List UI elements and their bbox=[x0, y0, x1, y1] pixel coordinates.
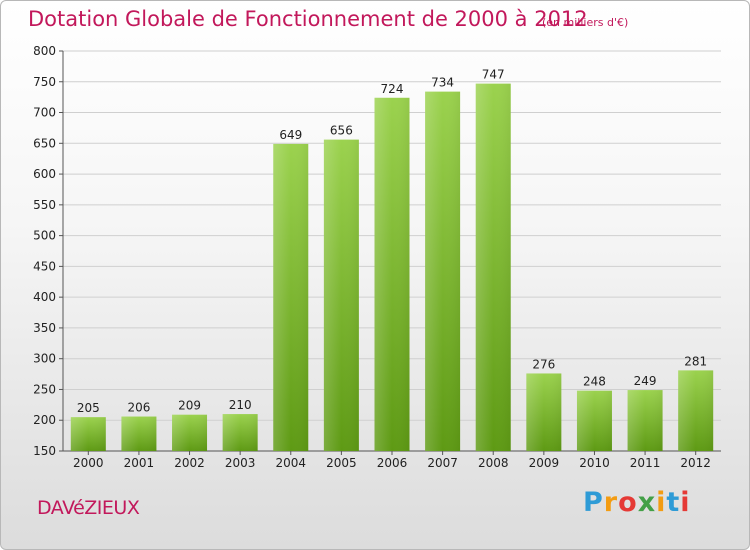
y-tick-label: 450 bbox=[33, 259, 56, 273]
y-tick-label: 600 bbox=[33, 167, 56, 181]
y-tick-label: 200 bbox=[33, 413, 56, 427]
x-tick-label-2005: 2005 bbox=[326, 456, 357, 470]
logo-letter: t bbox=[666, 487, 681, 518]
value-label-2011: 249 bbox=[634, 374, 657, 388]
labels-layer: 205 206 209 210 649 656 724 734 747 276 248 249 281 bbox=[77, 68, 707, 416]
x-tick-label-2001: 2001 bbox=[124, 456, 155, 470]
value-label-2003: 210 bbox=[229, 398, 252, 412]
commune-name: DAVéZIEUX bbox=[37, 497, 140, 519]
logo-letter: i bbox=[656, 487, 667, 518]
x-tick-label-2010: 2010 bbox=[579, 456, 610, 470]
x-tick-label-2006: 2006 bbox=[377, 456, 408, 470]
bar-shine-2010 bbox=[576, 390, 612, 451]
y-tick-label: 500 bbox=[33, 229, 56, 243]
x-tick-label-2000: 2000 bbox=[73, 456, 104, 470]
y-tick-label: 150 bbox=[33, 444, 56, 458]
logo-letter: i bbox=[680, 487, 691, 518]
bar-shine-2000 bbox=[70, 417, 106, 451]
bar-shine-2009 bbox=[526, 373, 562, 451]
value-label-2010: 248 bbox=[583, 375, 606, 389]
x-tick-label-2011: 2011 bbox=[630, 456, 661, 470]
bar-shine-2008 bbox=[475, 83, 511, 451]
logo-letter: P bbox=[583, 487, 604, 518]
y-tick-label: 300 bbox=[33, 352, 56, 366]
x-tick-label-2009: 2009 bbox=[529, 456, 560, 470]
axis-layer: 150 200 250 300 350 400 450 500 550 600 650 700 750 8… bbox=[33, 44, 721, 470]
value-label-2005: 656 bbox=[330, 124, 353, 138]
x-tick-label-2007: 2007 bbox=[427, 456, 458, 470]
x-tick-label-2008: 2008 bbox=[478, 456, 509, 470]
logo-letter: r bbox=[603, 487, 619, 518]
value-label-2008: 747 bbox=[482, 68, 505, 82]
bar-shine-2004 bbox=[273, 143, 309, 451]
bar-shine-2011 bbox=[627, 390, 663, 451]
y-tick-label: 800 bbox=[33, 44, 56, 58]
y-tick-label: 750 bbox=[33, 75, 56, 89]
x-tick-label-2002: 2002 bbox=[174, 456, 205, 470]
y-tick-label: 700 bbox=[33, 106, 56, 120]
value-label-2002: 209 bbox=[178, 399, 201, 413]
bars-layer bbox=[70, 83, 714, 452]
logo-letter: o bbox=[618, 487, 638, 518]
value-label-2009: 276 bbox=[532, 357, 555, 371]
y-tick-label: 350 bbox=[33, 321, 56, 335]
bar-shine-2003 bbox=[222, 414, 258, 451]
y-tick-label: 250 bbox=[33, 382, 56, 396]
x-tick-label-2012: 2012 bbox=[680, 456, 711, 470]
bar-shine-2002 bbox=[172, 414, 208, 451]
value-label-2012: 281 bbox=[684, 354, 707, 368]
chart-title: Dotation Globale de Fonctionnement de 20… bbox=[28, 7, 588, 31]
logo-letter: x bbox=[637, 487, 657, 518]
bar-shine-2001 bbox=[121, 416, 157, 451]
value-label-2001: 206 bbox=[127, 401, 150, 415]
value-label-2000: 205 bbox=[77, 401, 100, 415]
y-tick-label: 400 bbox=[33, 290, 56, 304]
bar-shine-2012 bbox=[678, 370, 714, 451]
value-label-2004: 649 bbox=[279, 128, 302, 142]
x-tick-label-2003: 2003 bbox=[225, 456, 256, 470]
bar-shine-2006 bbox=[374, 97, 410, 452]
chart-unit: (en milliers d'€) bbox=[542, 16, 629, 29]
y-tick-label: 550 bbox=[33, 198, 56, 212]
proxiti-logo: Proxiti bbox=[583, 487, 691, 518]
x-tick-label-2004: 2004 bbox=[275, 456, 306, 470]
value-label-2007: 734 bbox=[431, 76, 454, 90]
bar-shine-2005 bbox=[323, 139, 359, 451]
bar-shine-2007 bbox=[425, 91, 461, 451]
y-tick-label: 650 bbox=[33, 136, 56, 150]
value-label-2006: 724 bbox=[381, 82, 404, 96]
